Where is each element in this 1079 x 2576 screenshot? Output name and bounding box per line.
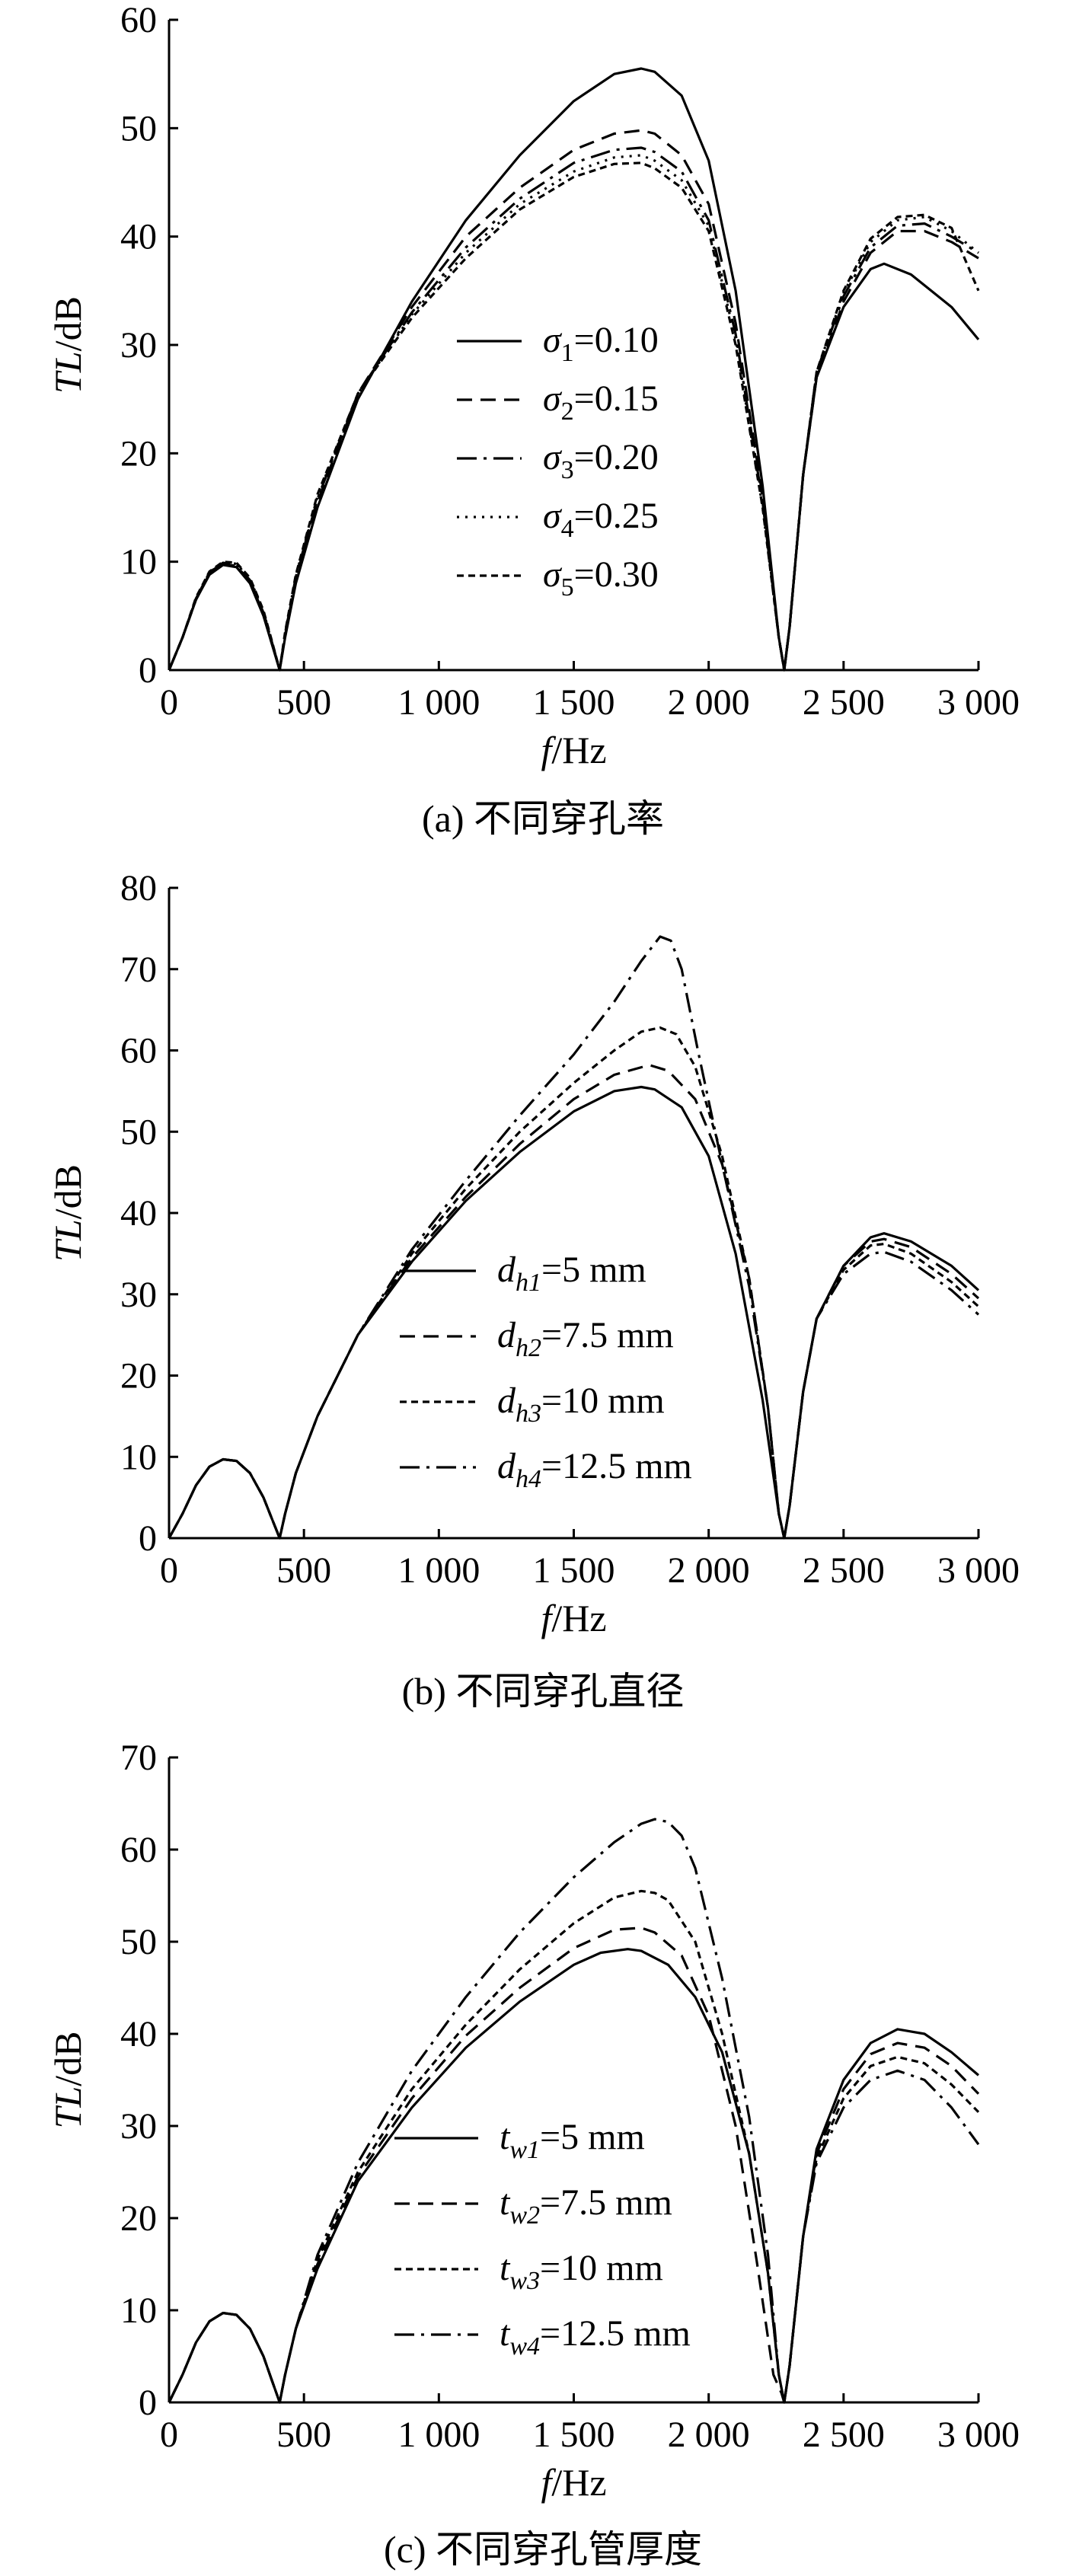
panel-c: 0 10 20 30 40 50 60 70 0 500 1 000 1 500 2 000 2 500 3…: [46, 1738, 1020, 2571]
x-tick-label: 1 000: [397, 1550, 480, 1591]
x-axis-label: f/Hz: [541, 1597, 606, 1639]
panel-b-plot: 0 10 20 30 40 50 60 70 80 0 500 1 000 1 500 2 000 2 50…: [46, 868, 1020, 1639]
x-tick-label: 2 000: [668, 1550, 750, 1591]
y-tick-label: 20: [120, 433, 157, 474]
legend-label-2: σ2=0.15: [543, 378, 659, 426]
x-tick-label: 2 500: [803, 1550, 885, 1591]
x-tick-label: 2 000: [668, 682, 750, 723]
x-tick-label: 3 000: [937, 682, 1020, 723]
y-tick-label: 0: [139, 2383, 157, 2423]
x-axis-label: f/Hz: [541, 729, 606, 771]
series-line-5: [168, 161, 980, 672]
panel-c-plot: 0 10 20 30 40 50 60 70 0 500 1 000 1 500 2 000 2 500 3…: [46, 1738, 1020, 2504]
y-tick-label: 50: [120, 1922, 157, 1962]
y-tick-label: 60: [120, 1830, 157, 1870]
x-tick-label: 0: [160, 682, 178, 723]
y-tick-label: 10: [120, 1437, 157, 1477]
x-tick-label: 500: [276, 682, 331, 723]
y-tick-label: 70: [120, 1738, 157, 1778]
y-tick-label: 0: [139, 1518, 157, 1559]
panel-c-caption: (c) 不同穿孔管厚度: [384, 2528, 702, 2571]
legend-label-4: dh4=12.5 mm: [497, 1446, 692, 1493]
x-tick-label: 3 000: [937, 1550, 1020, 1591]
y-tick-label: 10: [120, 2290, 157, 2331]
x-tick-label: 1 500: [533, 1550, 615, 1591]
y-tick-label: 50: [120, 1112, 157, 1152]
y-tick-label: 10: [120, 542, 157, 583]
legend-label-2: dh2=7.5 mm: [497, 1315, 674, 1362]
legend-label-1: tw1=5 mm: [500, 2117, 645, 2164]
series-line-3: [168, 146, 979, 672]
series-line-4: [168, 1818, 980, 2404]
panel-b: 0 10 20 30 40 50 60 70 80 0 500 1 000 1 500 2 000 2 50…: [46, 868, 1020, 1713]
y-axis-label: TL/dB: [46, 2032, 89, 2129]
x-tick-label: 1 500: [533, 2415, 615, 2455]
x-tick-label: 2 000: [668, 2415, 750, 2455]
y-tick-label: 30: [120, 1275, 157, 1315]
legend-label-4: tw4=12.5 mm: [500, 2313, 691, 2361]
y-tick-label: 60: [120, 1031, 157, 1071]
legend-label-1: σ1=0.10: [543, 320, 659, 367]
x-tick-label: 500: [276, 2415, 331, 2455]
panel-a: 0 10 20 30 40 50 60 0 500 1 000 1 500 2 000 2 500 3 0…: [46, 0, 1020, 840]
y-tick-label: 60: [120, 0, 157, 40]
x-tick-label: 0: [160, 1550, 178, 1591]
x-axis-label: f/Hz: [541, 2461, 606, 2504]
y-axis-label: TL/dB: [46, 296, 89, 394]
y-tick-label: 20: [120, 2198, 157, 2239]
y-tick-label: 0: [139, 650, 157, 691]
legend-label-2: tw2=7.5 mm: [500, 2182, 672, 2230]
y-axis-label: TL/dB: [46, 1164, 89, 1262]
y-tick-label: 20: [120, 1356, 157, 1397]
legend-label-3: dh3=10 mm: [497, 1381, 665, 1428]
x-tick-label: 3 000: [937, 2415, 1020, 2455]
legend-label-5: σ5=0.30: [543, 554, 659, 602]
legend-label-3: tw3=10 mm: [500, 2248, 663, 2295]
y-tick-label: 80: [120, 868, 157, 908]
legend-label-4: σ4=0.25: [543, 496, 659, 543]
x-tick-label: 0: [160, 2415, 178, 2455]
legend: σ1=0.10 σ2=0.15 σ3=0.20 σ4=0.25 σ5=0.30: [457, 320, 659, 602]
panel-a-plot: 0 10 20 30 40 50 60 0 500 1 000 1 500 2 000 2 500 3 0…: [46, 0, 1020, 771]
x-tick-label: 500: [276, 1550, 331, 1591]
panel-a-caption: (a) 不同穿孔率: [422, 797, 664, 840]
x-tick-label: 2 500: [803, 2415, 885, 2455]
x-tick-label: 2 500: [803, 682, 885, 723]
y-tick-label: 40: [120, 1193, 157, 1234]
y-tick-label: 50: [120, 108, 157, 148]
panel-b-caption: (b) 不同穿孔直径: [402, 1670, 685, 1713]
x-tick-label: 1 500: [533, 682, 615, 723]
series-line-3: [168, 1889, 980, 2404]
legend-label-1: dh1=5 mm: [497, 1250, 646, 1297]
y-tick-label: 40: [120, 217, 157, 257]
x-tick-label: 1 000: [397, 682, 480, 723]
y-tick-label: 30: [120, 2106, 157, 2147]
legend: tw1=5 mm tw2=7.5 mm tw3=10 mm tw4=12.5 mm: [394, 2117, 691, 2361]
x-tick-label: 1 000: [397, 2415, 480, 2455]
legend-label-3: σ3=0.20: [543, 437, 659, 484]
legend: dh1=5 mm dh2=7.5 mm dh3=10 mm dh4=12.5 mm: [400, 1250, 692, 1493]
series-line-2: [168, 1926, 980, 2404]
y-tick-label: 70: [120, 950, 157, 990]
y-tick-label: 30: [120, 325, 157, 365]
y-tick-label: 40: [120, 2014, 157, 2054]
